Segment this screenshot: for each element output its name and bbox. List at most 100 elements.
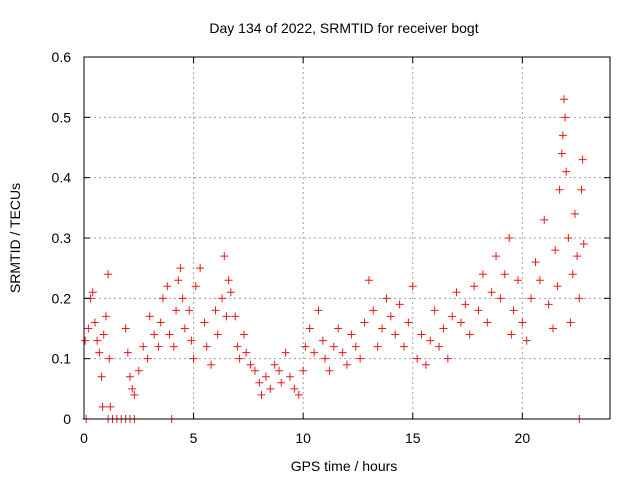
data-point [84, 324, 93, 333]
data-point [500, 270, 509, 279]
data-point [456, 318, 465, 327]
data-point [487, 288, 496, 297]
data-point [329, 342, 338, 351]
data-point [97, 372, 106, 381]
x-tick-labels: 0 5 10 15 20 [80, 430, 530, 446]
x-tick-label: 15 [405, 430, 421, 446]
data-point [224, 276, 233, 285]
data-point [378, 324, 387, 333]
data-point [395, 300, 404, 309]
data-point [558, 131, 567, 140]
data-point [566, 318, 575, 327]
data-point [318, 336, 327, 345]
y-tick-label: 0.1 [52, 351, 72, 367]
data-point [299, 366, 308, 375]
data-point [158, 294, 167, 303]
data-point [226, 288, 235, 297]
data-point [145, 312, 154, 321]
data-point [338, 348, 347, 357]
data-point [413, 354, 422, 363]
data-point [104, 270, 113, 279]
data-point [93, 336, 102, 345]
data-point [222, 312, 231, 321]
data-point [557, 149, 566, 158]
data-point [95, 348, 104, 357]
data-point [156, 318, 165, 327]
data-point [126, 372, 135, 381]
data-point [386, 312, 395, 321]
data-point [470, 282, 479, 291]
data-point [430, 306, 439, 315]
data-point [417, 330, 426, 339]
data-point [143, 354, 152, 363]
data-point [266, 384, 275, 393]
data-point [351, 342, 360, 351]
data-point [305, 324, 314, 333]
data-point [261, 372, 270, 381]
data-point [573, 252, 582, 261]
data-point [218, 294, 227, 303]
data-point [408, 282, 417, 291]
data-point [535, 276, 544, 285]
y-tick-label: 0.6 [52, 49, 72, 65]
data-point [575, 294, 584, 303]
data-point [88, 288, 97, 297]
data-point [176, 264, 185, 273]
data-point [443, 354, 452, 363]
data-point [231, 312, 240, 321]
data-point [106, 402, 115, 411]
data-point [465, 330, 474, 339]
data-point [478, 270, 487, 279]
data-point [81, 336, 90, 345]
data-point [290, 384, 299, 393]
data-point [518, 318, 527, 327]
data-point [549, 324, 558, 333]
data-point [202, 342, 211, 351]
data-point [200, 318, 209, 327]
data-point [369, 306, 378, 315]
data-point [474, 306, 483, 315]
data-point [301, 342, 310, 351]
data-point [220, 252, 229, 261]
y-tick-label: 0.5 [52, 109, 72, 125]
data-point [275, 366, 284, 375]
data-point [101, 312, 110, 321]
data-point [172, 306, 181, 315]
data-point [286, 372, 295, 381]
data-point [492, 252, 501, 261]
data-point [233, 342, 242, 351]
data-point [178, 294, 187, 303]
data-point [207, 360, 216, 369]
data-point [448, 312, 457, 321]
data-point [150, 330, 159, 339]
data-point [321, 354, 330, 363]
data-point [130, 390, 139, 399]
data-point [196, 264, 205, 273]
data-point [239, 330, 248, 339]
data-point [154, 342, 163, 351]
data-point [250, 366, 259, 375]
data-point [382, 294, 391, 303]
data-point [551, 246, 560, 255]
data-point [189, 354, 198, 363]
points [81, 95, 588, 423]
data-point [255, 378, 264, 387]
data-point [134, 366, 143, 375]
data-point [555, 185, 564, 194]
y-tick-label: 0.4 [52, 170, 72, 186]
y-tick-label: 0.3 [52, 230, 72, 246]
x-tick-label: 10 [295, 430, 311, 446]
data-point [277, 378, 286, 387]
data-point [128, 384, 137, 393]
data-point [505, 234, 514, 242]
data-point [578, 155, 587, 164]
data-point [421, 360, 430, 369]
data-point [90, 318, 99, 327]
data-point [180, 324, 189, 333]
data-point [483, 318, 492, 327]
data-point [174, 276, 183, 285]
data-point [235, 354, 244, 363]
data-point [165, 330, 174, 339]
data-point [577, 185, 586, 194]
